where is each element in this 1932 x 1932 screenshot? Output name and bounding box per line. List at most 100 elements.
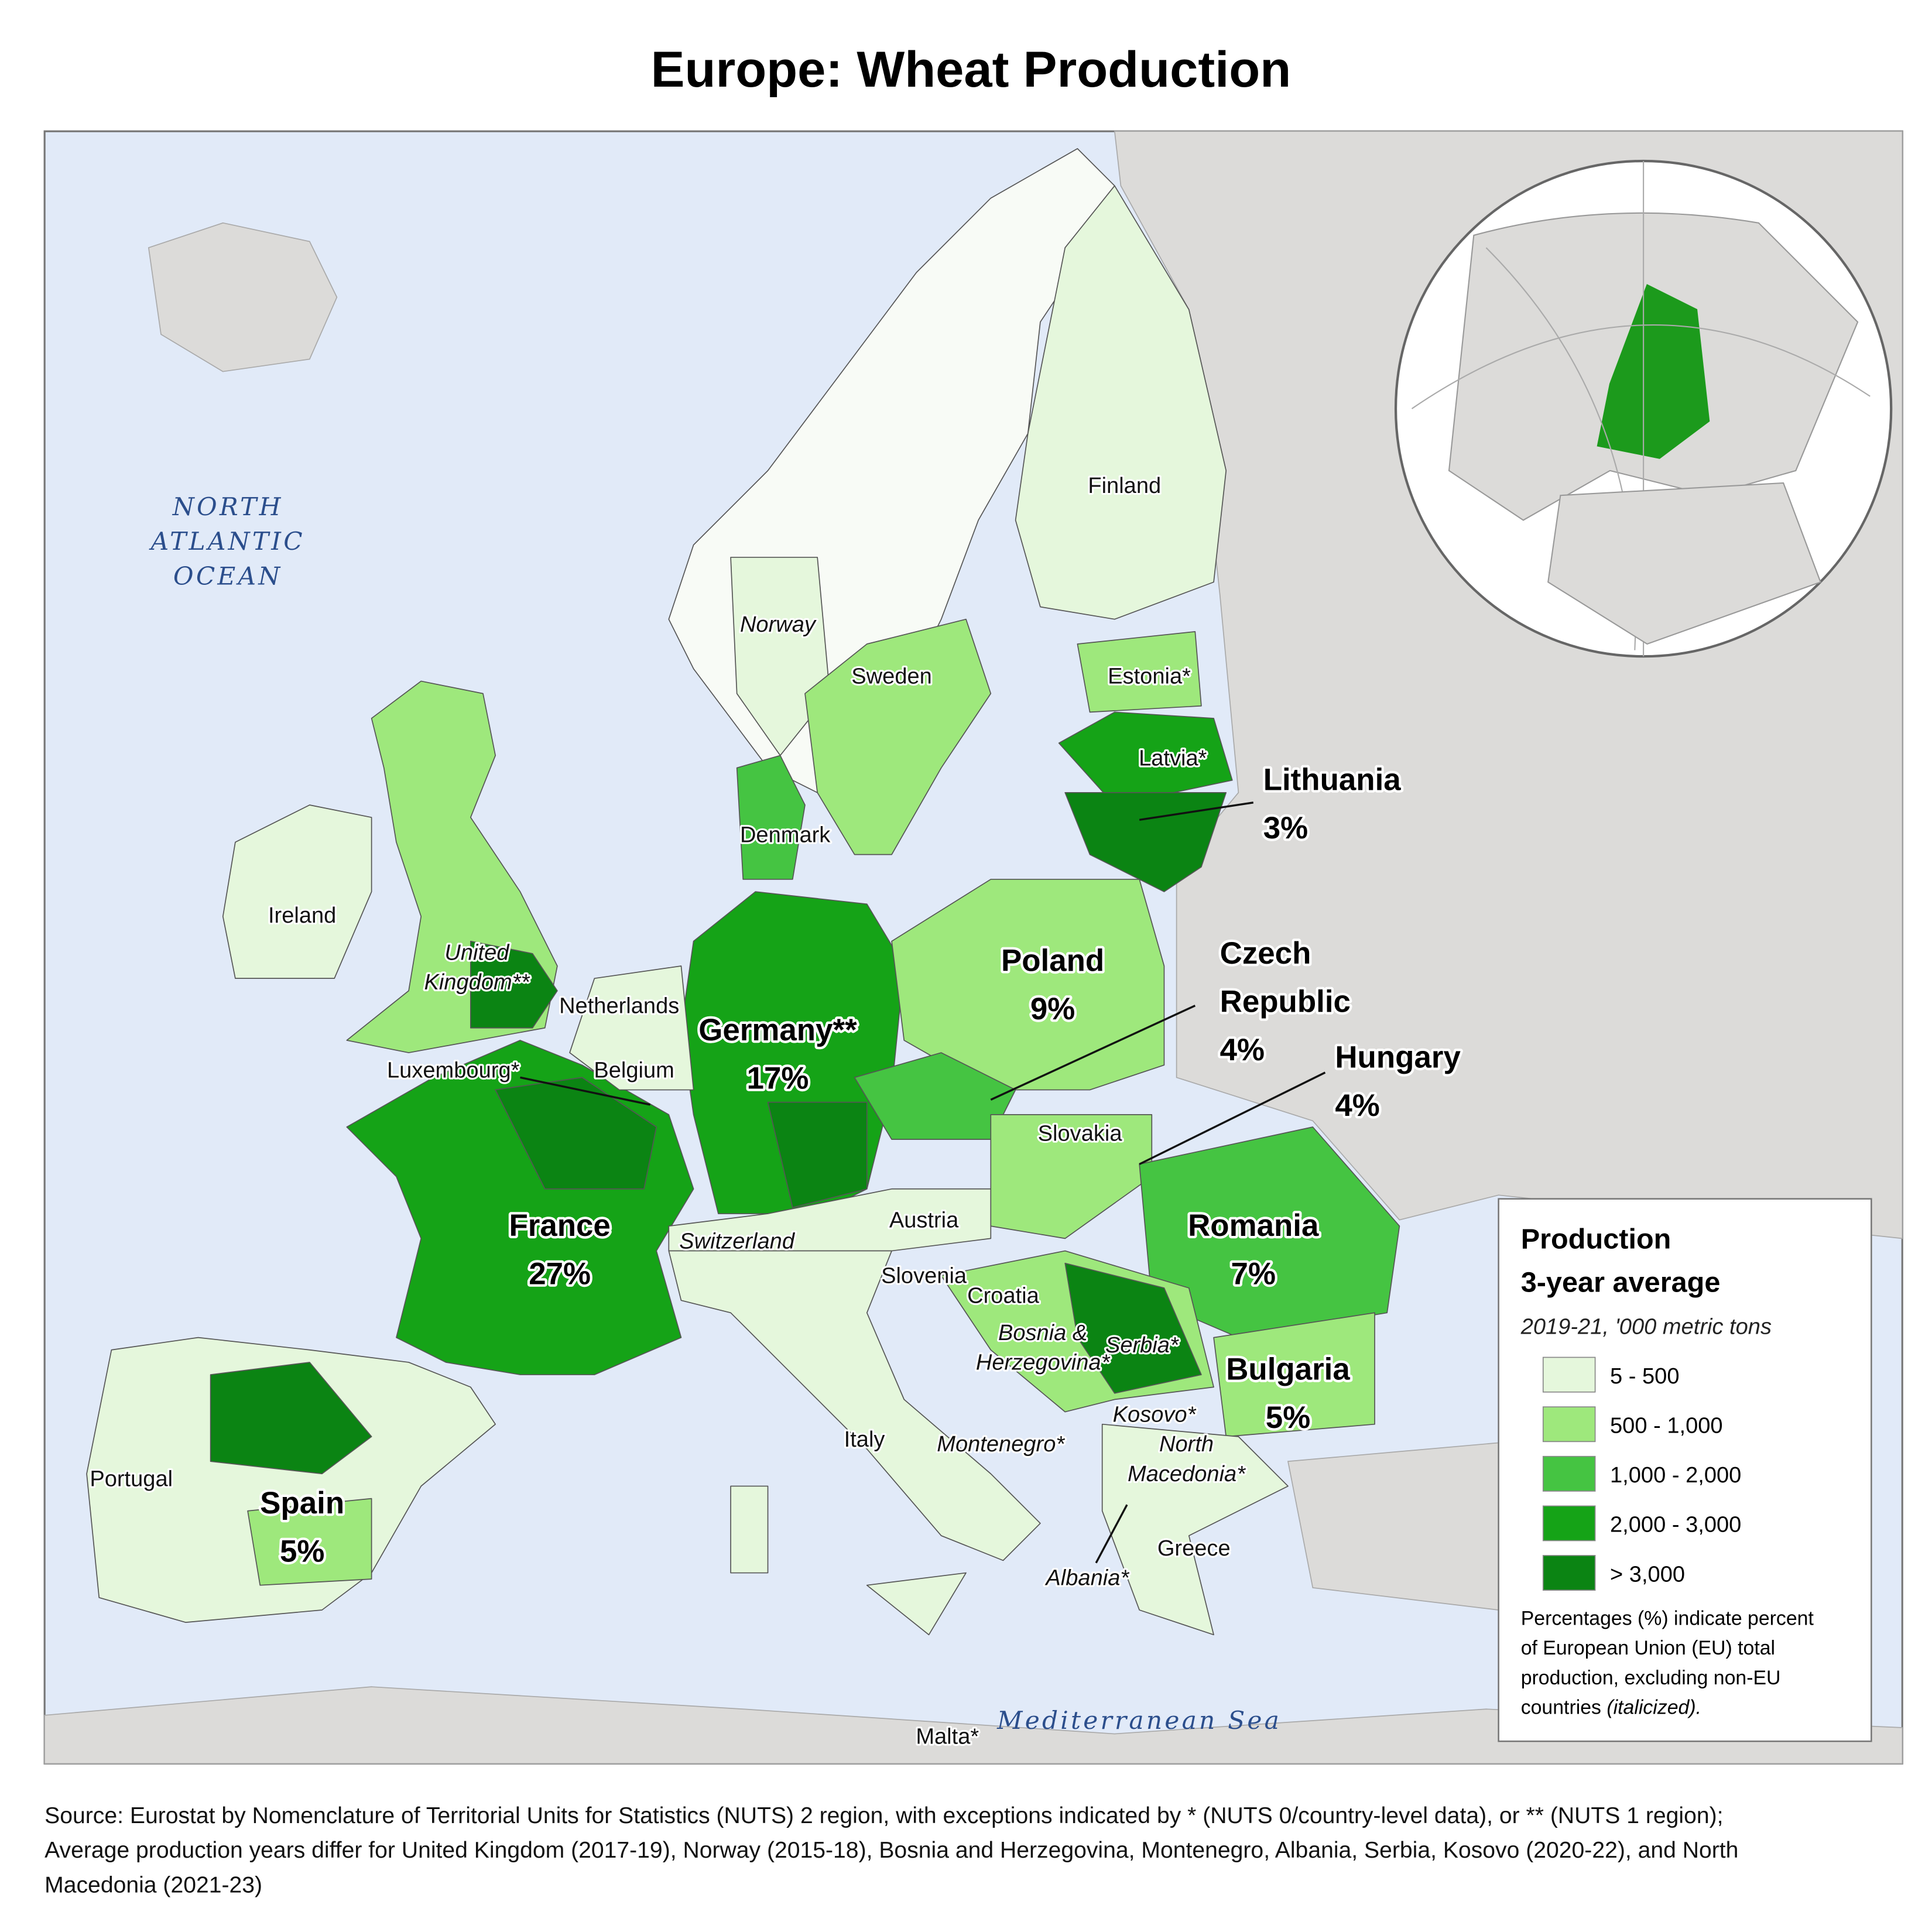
country-label: North bbox=[1159, 1432, 1214, 1457]
serbia bbox=[1064, 1262, 1202, 1394]
leader-line bbox=[520, 1076, 650, 1106]
source-line: Average production years differ for Unit… bbox=[44, 1838, 1738, 1863]
sea-label: Mediterranean Sea bbox=[996, 1706, 1282, 1735]
country-label: Italy bbox=[844, 1427, 885, 1452]
ocean-label: ATLANTIC bbox=[149, 527, 305, 556]
source-line: Source: Eurostat by Nomenclature of Terr… bbox=[44, 1803, 1723, 1828]
eu-share-label: 5% bbox=[1266, 1400, 1310, 1435]
denmark bbox=[736, 755, 806, 880]
country-label: United bbox=[444, 940, 510, 965]
legend-note: of European Union (EU) total bbox=[1521, 1637, 1775, 1659]
italy bbox=[668, 1250, 1041, 1561]
eu-share-label: 4% bbox=[1335, 1088, 1379, 1123]
legend-swatch bbox=[1542, 1356, 1596, 1393]
country-label: Belgium bbox=[594, 1058, 674, 1083]
eu-share-label: 17% bbox=[747, 1061, 809, 1095]
norway-south bbox=[730, 557, 831, 756]
legend-label: 500 - 1,000 bbox=[1610, 1414, 1723, 1438]
country-label: Switzerland bbox=[679, 1229, 796, 1253]
country-label: Netherlands bbox=[559, 994, 679, 1018]
benelux bbox=[569, 965, 694, 1091]
turkey-land bbox=[1287, 1442, 1499, 1611]
iceland bbox=[148, 222, 338, 372]
country-label: Montenegro* bbox=[937, 1432, 1065, 1457]
legend-title: 3-year average bbox=[1521, 1266, 1721, 1298]
germany-south bbox=[767, 1101, 868, 1208]
legend-swatch bbox=[1542, 1455, 1596, 1492]
country-label: Portugal bbox=[90, 1467, 173, 1491]
country-label: Kosovo* bbox=[1113, 1402, 1197, 1427]
iberia bbox=[86, 1337, 496, 1623]
country-label: Albania* bbox=[1044, 1566, 1129, 1591]
map-labels: Finland Norway Sweden Estonia* Latvia* Lithua… bbox=[88, 472, 1464, 1751]
country-label: Croatia bbox=[967, 1283, 1040, 1308]
source-line: Macedonia (2021-23) bbox=[44, 1872, 262, 1897]
country-label: Estonia* bbox=[1108, 664, 1191, 689]
country-label: France bbox=[509, 1208, 610, 1243]
eu-share-label: 4% bbox=[1220, 1033, 1265, 1067]
country-label: Greece bbox=[1157, 1536, 1231, 1561]
country-label: Republic bbox=[1220, 984, 1351, 1019]
country-label: Malta* bbox=[916, 1724, 979, 1749]
ocean-label: NORTH bbox=[172, 492, 283, 521]
finland bbox=[1015, 185, 1227, 620]
estonia bbox=[1077, 631, 1202, 713]
country-label: Spain bbox=[260, 1486, 344, 1520]
eu-share-label: 9% bbox=[1030, 992, 1075, 1026]
legend-swatch bbox=[1542, 1406, 1596, 1443]
country-label: Denmark bbox=[740, 823, 831, 847]
bulgaria bbox=[1213, 1312, 1375, 1437]
country-label: Romania bbox=[1188, 1208, 1319, 1243]
legend-note: countries (italicized). bbox=[1521, 1697, 1701, 1719]
uk-southeast bbox=[470, 940, 558, 1029]
country-label: Austria bbox=[889, 1208, 959, 1232]
country-label: Serbia* bbox=[1105, 1333, 1179, 1358]
country-label: Sweden bbox=[851, 664, 932, 689]
eu-share-label: 3% bbox=[1263, 811, 1308, 845]
eu-share-label: 5% bbox=[280, 1534, 324, 1569]
legend-label: 2,000 - 3,000 bbox=[1610, 1513, 1741, 1537]
ocean-label: OCEAN bbox=[173, 561, 283, 590]
legend-swatch bbox=[1542, 1505, 1596, 1542]
lithuania bbox=[1064, 792, 1227, 892]
sweden-south bbox=[804, 618, 992, 855]
country-label: Bulgaria bbox=[1226, 1352, 1350, 1387]
country-label: Norway bbox=[740, 612, 817, 637]
greece bbox=[1101, 1423, 1289, 1636]
hungary-slovakia bbox=[990, 1114, 1153, 1239]
country-label: Czech bbox=[1220, 936, 1311, 971]
country-label: Luxembourg* bbox=[387, 1058, 520, 1083]
country-label: Ireland bbox=[268, 903, 336, 928]
leader-line bbox=[990, 1005, 1196, 1101]
france-north bbox=[495, 1077, 657, 1190]
legend-note: production, excluding non-EU bbox=[1521, 1667, 1781, 1689]
locator-globe bbox=[1394, 159, 1893, 658]
legend-title: Production bbox=[1521, 1223, 1671, 1255]
country-label: Latvia* bbox=[1139, 746, 1207, 770]
spain-north bbox=[210, 1362, 372, 1475]
legend-swatch bbox=[1542, 1555, 1596, 1591]
title: Europe: Wheat Production bbox=[651, 41, 1292, 98]
country-label: Bosnia & bbox=[998, 1321, 1087, 1345]
eu-share-label: 7% bbox=[1231, 1257, 1276, 1292]
leader-line bbox=[1139, 1071, 1326, 1165]
eu-share-label: 27% bbox=[529, 1257, 591, 1292]
map-frame bbox=[43, 130, 1903, 1765]
country-label: Poland bbox=[1001, 943, 1104, 978]
country-label: Germany** bbox=[698, 1013, 857, 1047]
legend-subtitle: 2019-21, '000 metric tons bbox=[1520, 1314, 1772, 1339]
legend-note-italic: (italicized). bbox=[1606, 1697, 1701, 1719]
country-label: Herzegovina* bbox=[976, 1351, 1111, 1375]
leader-line bbox=[1095, 1504, 1128, 1564]
country-label: Slovakia bbox=[1038, 1121, 1123, 1146]
spain-south bbox=[247, 1498, 372, 1586]
sicily bbox=[866, 1572, 967, 1636]
legend-label: 5 - 500 bbox=[1610, 1364, 1680, 1389]
country-label: Lithuania bbox=[1263, 763, 1402, 797]
legend-label: > 3,000 bbox=[1610, 1562, 1685, 1587]
ireland bbox=[222, 804, 372, 979]
african-land bbox=[44, 1686, 1903, 1765]
country-label: Finland bbox=[1088, 474, 1161, 498]
sardinia bbox=[730, 1485, 769, 1574]
